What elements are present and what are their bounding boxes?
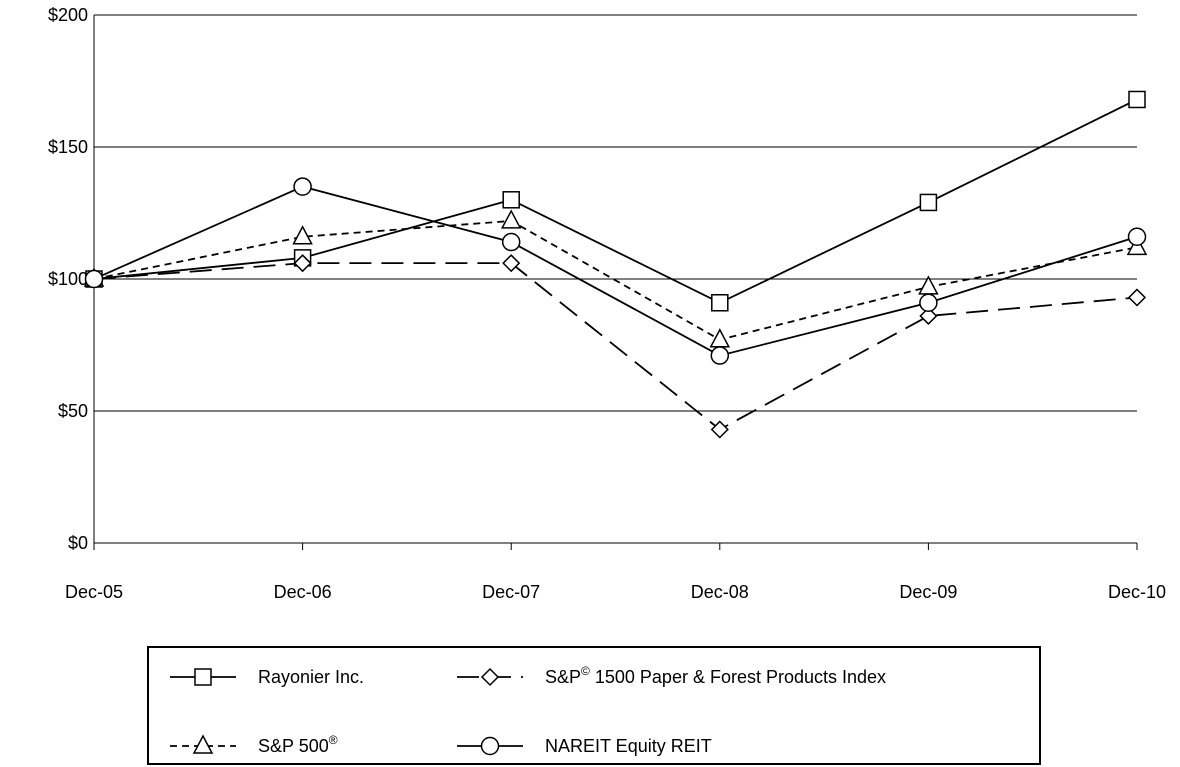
legend-label-sup: ® (329, 733, 338, 747)
y-tick-label: $100 (48, 269, 88, 289)
x-tick-label: Dec-10 (1108, 582, 1166, 602)
legend-swatch-marker (194, 668, 212, 686)
y-tick-label: $150 (48, 137, 88, 157)
series-line (93, 98, 1138, 304)
series-diamond (84, 254, 1147, 439)
data-point (1127, 288, 1147, 307)
series-square (85, 90, 1146, 312)
legend-label: Rayonier Inc. (258, 667, 364, 687)
data-point (710, 346, 730, 365)
data-point (1127, 227, 1147, 247)
data-point (500, 209, 522, 229)
legend-swatch-marker (192, 734, 214, 754)
data-point (502, 191, 520, 209)
series-line (93, 220, 1138, 341)
legend: Rayonier Inc. S&P© 1500 Paper & Forest Pr… (147, 646, 1041, 765)
legend-swatch-marker (480, 736, 500, 756)
data-point (292, 225, 313, 245)
data-point (919, 193, 938, 212)
y-tick-label: $0 (68, 533, 88, 553)
legend-item: NAREIT Equity REIT (457, 736, 712, 756)
data-point (919, 293, 938, 313)
x-tick-label: Dec-06 (274, 582, 332, 602)
y-tick-label: $200 (48, 5, 88, 25)
legend-label: NAREIT Equity REIT (545, 736, 712, 756)
x-tick-label: Dec-05 (65, 582, 123, 602)
data-point (501, 232, 521, 252)
data-point (710, 420, 729, 439)
legend-swatch-marker (480, 667, 500, 687)
legend-label-text: S&P 500 (258, 736, 329, 756)
data-point (502, 254, 521, 273)
legend-label-text: S&P (545, 667, 581, 687)
legend-label: S&P© 1500 Paper & Forest Products Index (545, 664, 886, 687)
legend-item: Rayonier Inc. (170, 667, 364, 687)
y-axis-ticks: $0 $50 $100 $150 $200 (48, 5, 88, 553)
legend-box (147, 646, 1041, 765)
data-point (711, 294, 729, 312)
data-point (84, 269, 104, 289)
series-group (83, 90, 1148, 439)
series-line (93, 262, 1138, 431)
series-circle (84, 177, 1147, 365)
legend-label-text: Rayonier Inc. (258, 667, 364, 687)
x-axis-ticks: Dec-05 Dec-06 Dec-07 Dec-08 Dec-09 Dec-10 (65, 543, 1166, 602)
x-tick-label: Dec-07 (482, 582, 540, 602)
x-tick-label: Dec-09 (899, 582, 957, 602)
data-point (709, 328, 731, 348)
legend-label: S&P 500® (258, 733, 338, 756)
series-line (93, 185, 1138, 357)
x-tick-label: Dec-08 (691, 582, 749, 602)
data-point (293, 254, 312, 273)
y-tick-label: $50 (58, 401, 88, 421)
legend-label-rest: 1500 Paper & Forest Products Index (590, 667, 886, 687)
data-point (919, 306, 938, 326)
gridlines (94, 14, 1137, 412)
legend-item: S&P© 1500 Paper & Forest Products Index (457, 664, 886, 687)
legend-item: S&P 500® (170, 733, 338, 756)
legend-label-text: NAREIT Equity REIT (545, 736, 712, 756)
data-point (293, 177, 312, 196)
legend-label-sup: © (581, 664, 590, 678)
data-point (1128, 90, 1146, 109)
